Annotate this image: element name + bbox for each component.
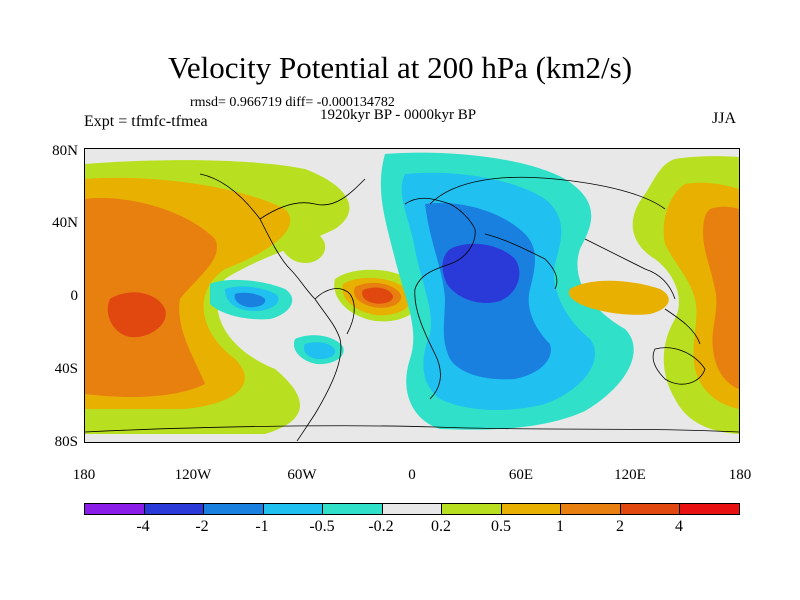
lon-label: 120W [174, 467, 212, 483]
lon-label: 60W [287, 467, 317, 483]
lat-label: 40N [52, 215, 78, 231]
legend-swatch [680, 504, 740, 514]
stats-text: rmsd= 0.966719 diff= -0.000134782 [190, 95, 395, 110]
map-title: Velocity Potential at 200 hPa (km2/s) [167, 50, 633, 85]
lon-label: 180 [72, 467, 96, 483]
legend-label: 4 [675, 518, 683, 535]
lat-label: 80S [54, 434, 78, 450]
lon-label: 60E [508, 467, 534, 483]
legend-label: -0.5 [309, 518, 335, 535]
legend-swatch [561, 504, 621, 514]
legend-swatch [263, 504, 324, 514]
legend-label: -1 [255, 518, 269, 535]
legend-label: 1 [556, 518, 564, 535]
legend-swatch [382, 504, 443, 514]
legend-swatch [501, 504, 562, 514]
legend-label: -2 [195, 518, 209, 535]
legend-swatch [620, 504, 681, 514]
legend-label: 2 [616, 518, 624, 535]
legend-swatch [323, 504, 383, 514]
legend-swatch [442, 504, 502, 514]
lat-label: 40S [54, 361, 78, 377]
period-text: 1920kyr BP - 0000kyr BP [320, 107, 477, 123]
lon-label: 0 [408, 467, 416, 483]
lon-label: 180 [728, 467, 752, 483]
season-label: JJA [712, 110, 737, 127]
legend-label: -4 [136, 518, 150, 535]
lat-label: 80N [52, 143, 78, 159]
legend-label: 0.2 [431, 518, 451, 535]
color-legend-bar [84, 503, 740, 515]
velocity-potential-map [84, 148, 740, 443]
lon-label: 120E [614, 467, 646, 483]
legend-swatch [85, 504, 145, 514]
lat-label: 0 [70, 288, 79, 304]
legend-label: 0.5 [491, 518, 511, 535]
legend-swatch [144, 504, 205, 514]
legend-swatch [204, 504, 264, 514]
experiment-label: Expt = tfmfc-tfmea [84, 113, 208, 130]
legend-label: -0.2 [368, 518, 394, 535]
